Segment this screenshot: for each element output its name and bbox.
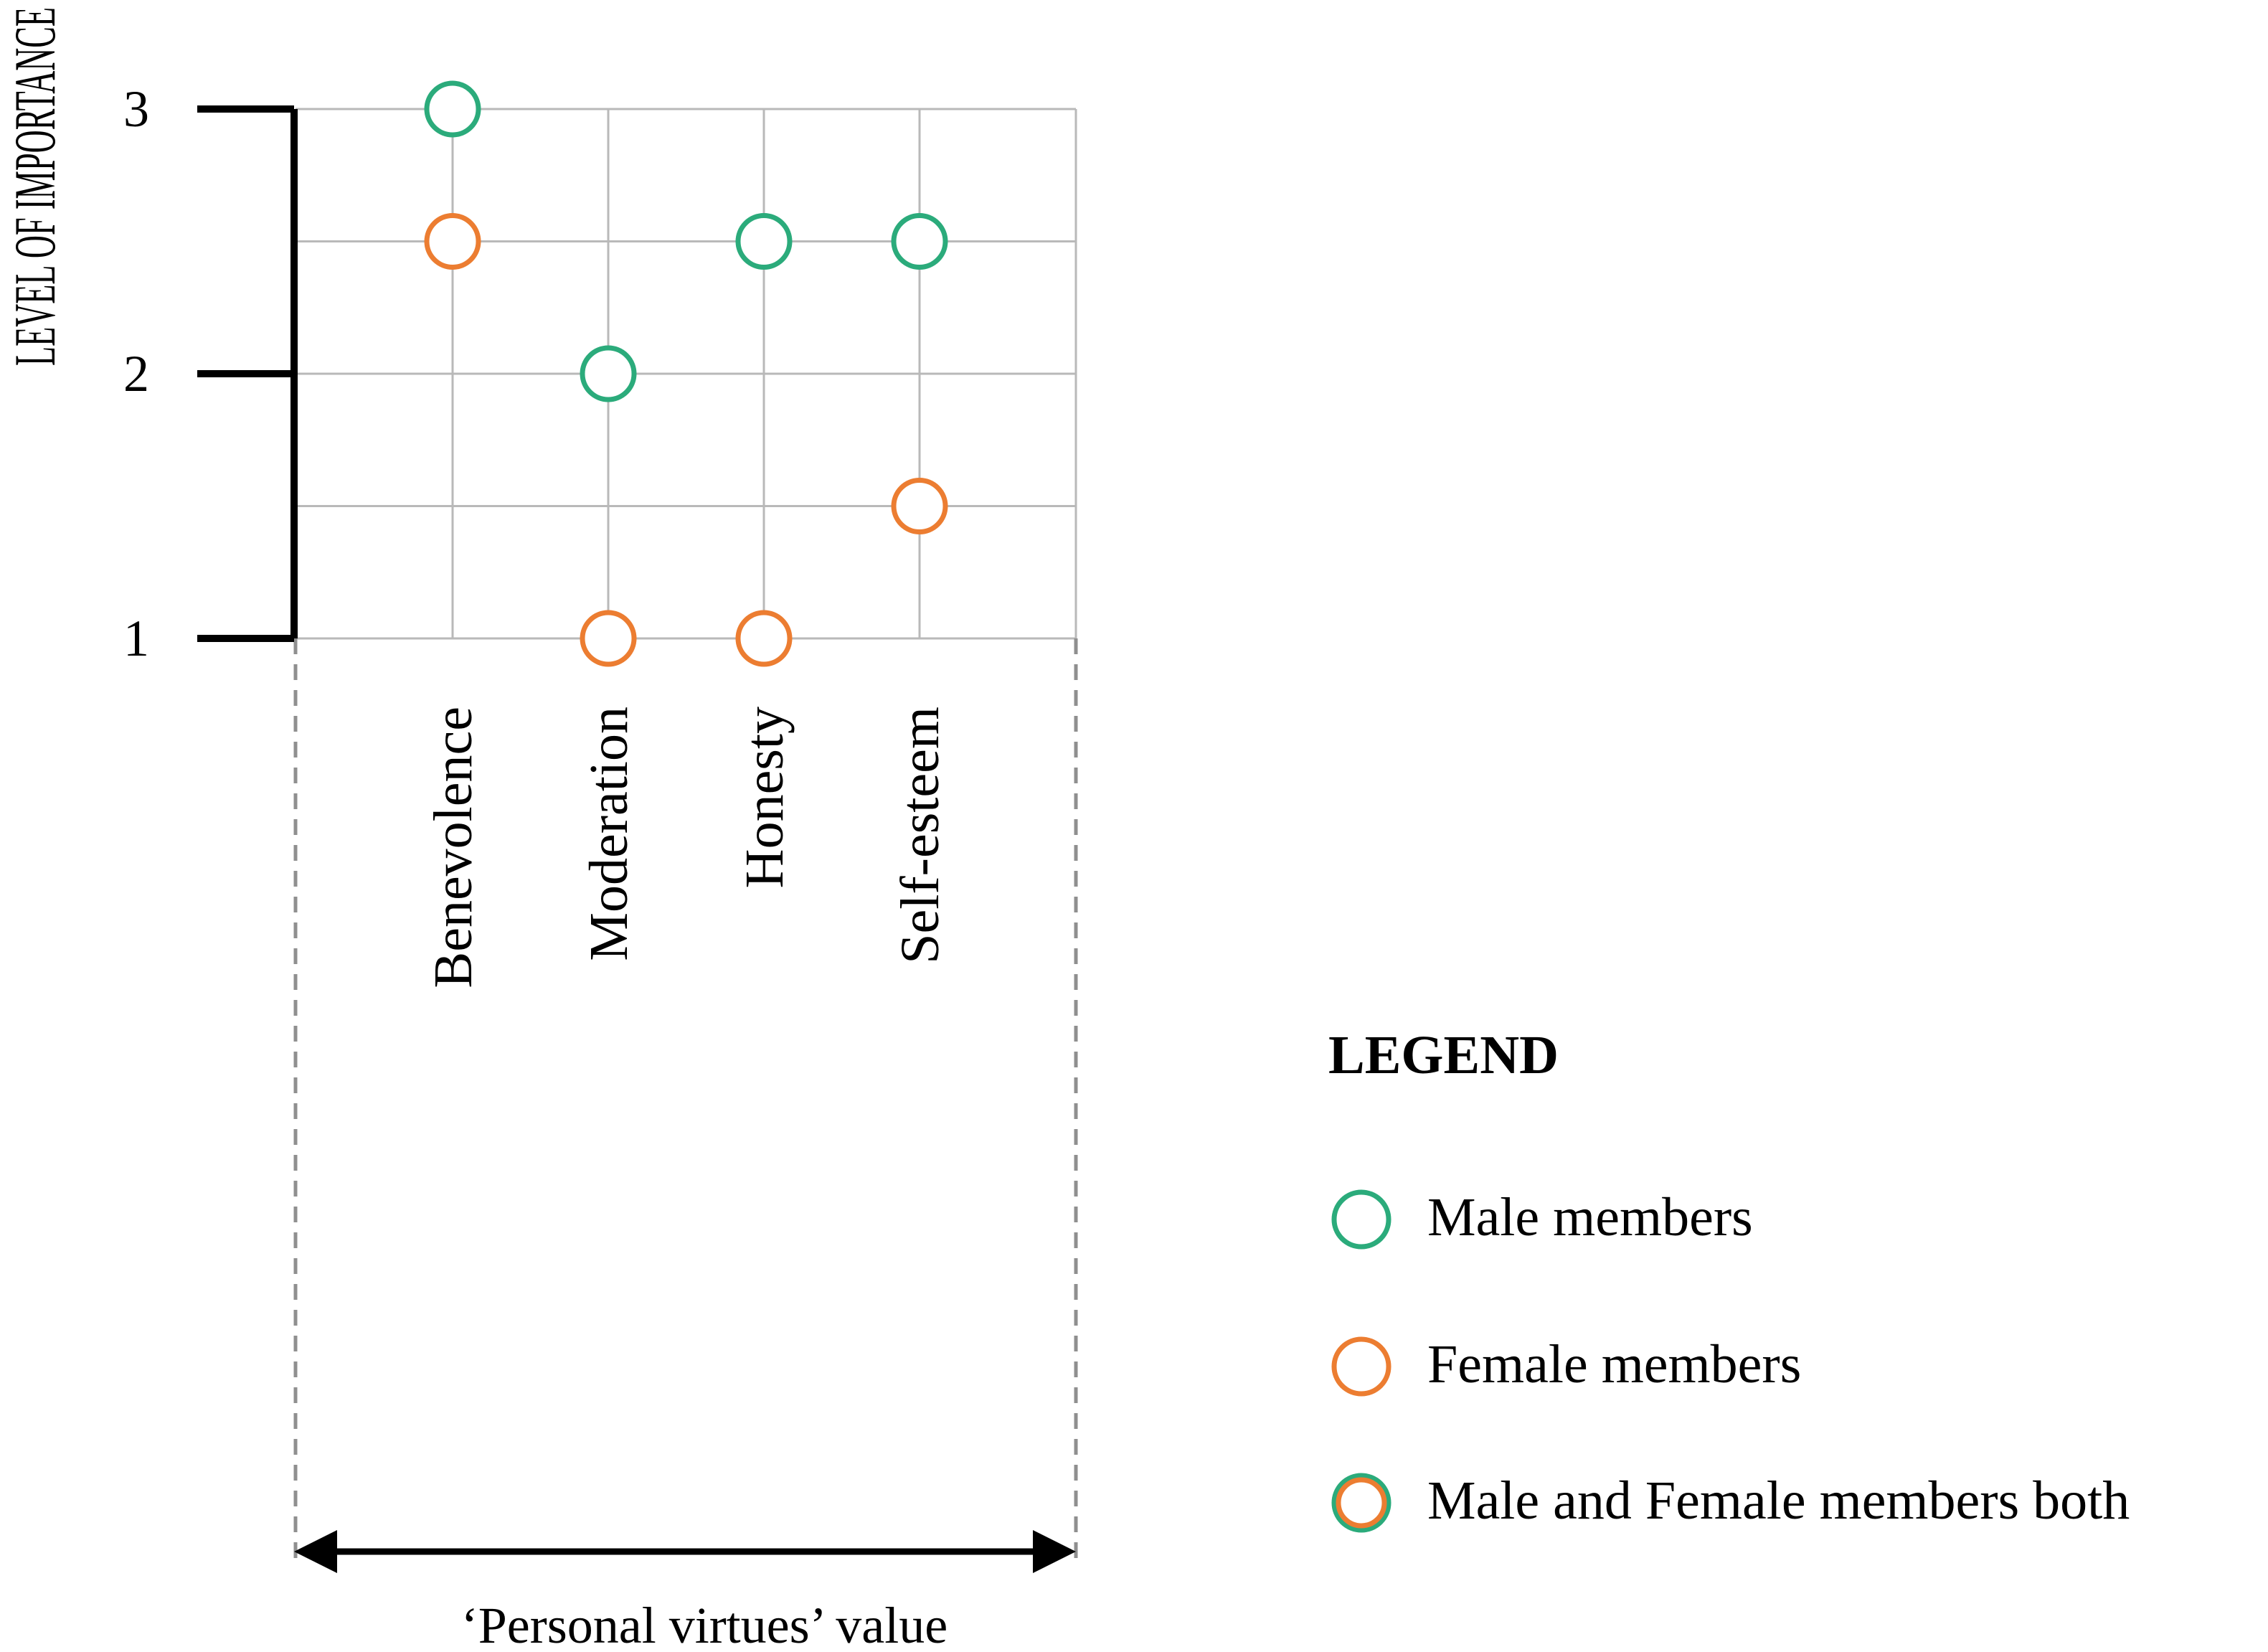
data-point bbox=[891, 478, 948, 534]
data-point bbox=[891, 213, 948, 270]
x-axis-label: ‘Personal virtues’ value bbox=[461, 1597, 948, 1652]
arrow-head-left bbox=[294, 1530, 337, 1573]
legend-marker bbox=[1331, 1336, 1391, 1397]
legend-item: Male and Female members both bbox=[1331, 1471, 2130, 1533]
data-points bbox=[424, 80, 948, 667]
legend-label: Male members bbox=[1427, 1187, 1753, 1247]
data-point bbox=[580, 610, 637, 667]
axis-guides bbox=[293, 638, 1078, 1567]
legend-label: Male and Female members both bbox=[1427, 1471, 2130, 1531]
x-category-label: Self-esteem bbox=[890, 707, 950, 964]
plot-grid bbox=[294, 108, 1077, 640]
y-tick-label: 2 bbox=[123, 345, 149, 402]
data-point bbox=[735, 213, 793, 270]
x-category-labels: Benevolence Moderation Honesty Self-esteem bbox=[423, 707, 950, 988]
y-tick-labels: 1 2 3 bbox=[123, 80, 149, 667]
legend-label: Female members bbox=[1427, 1334, 1801, 1394]
legend-title: LEGEND bbox=[1328, 1025, 1559, 1085]
y-axis-label: LEVEL OF IMPORTANCE bbox=[2, 7, 67, 366]
legend-items: Male members Female members Male and Femal… bbox=[1331, 1187, 2130, 1533]
legend-marker bbox=[1331, 1189, 1391, 1250]
x-category-label: Moderation bbox=[579, 707, 639, 961]
y-tick-label: 1 bbox=[123, 610, 149, 667]
y-tick-label: 3 bbox=[123, 80, 149, 138]
legend-item: Female members bbox=[1331, 1334, 1801, 1397]
legend-marker-inner bbox=[1336, 1477, 1387, 1529]
legend-marker bbox=[1331, 1473, 1391, 1533]
x-category-label: Honesty bbox=[734, 707, 795, 888]
y-axis-bracket bbox=[197, 105, 298, 642]
data-point bbox=[424, 213, 481, 270]
arrow-head-right bbox=[1033, 1530, 1076, 1573]
legend-item: Male members bbox=[1331, 1187, 1753, 1250]
data-point bbox=[735, 610, 793, 667]
data-point bbox=[580, 345, 637, 402]
legend: LEGEND Male members Female members Male an… bbox=[1328, 1025, 2130, 1533]
x-category-label: Benevolence bbox=[423, 707, 483, 988]
data-point bbox=[424, 80, 481, 138]
x-axis-arrow bbox=[294, 1530, 1076, 1573]
